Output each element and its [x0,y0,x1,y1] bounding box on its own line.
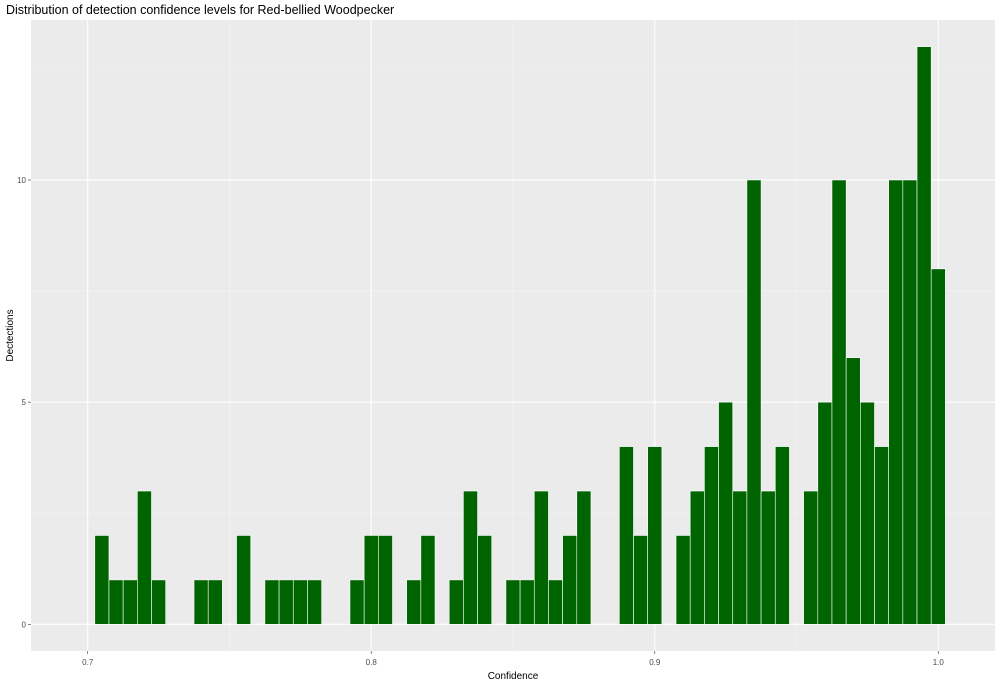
histogram-bar [406,579,422,625]
histogram-bar [193,579,209,625]
y-tick-label: 0 [22,620,27,629]
histogram-bar [463,490,478,625]
histogram-bar [519,579,535,625]
histogram-bar [760,490,776,625]
histogram-bar [817,401,833,625]
histogram-bar [647,446,663,625]
histogram-bar [477,535,493,625]
histogram-bar [860,401,875,625]
x-tick-label: 0.8 [366,658,378,667]
histogram-bar [548,579,563,625]
x-tick-label: 0.7 [82,658,94,667]
histogram-bar [349,579,365,625]
histogram-bar [689,490,705,625]
histogram-bar [292,579,308,625]
histogram-bar [420,535,436,625]
histogram-bar [278,579,294,625]
histogram-bar [930,268,946,625]
histogram-bar [378,535,393,625]
histogram-bar [619,446,634,625]
histogram-bar [533,490,549,625]
histogram-bar [505,579,521,625]
x-tick-label: 0.9 [649,658,661,667]
histogram-bar [718,401,734,625]
histogram-bar [562,535,578,625]
histogram-bar [704,446,719,625]
histogram-bar [916,46,932,625]
histogram-bar [307,579,322,625]
x-axis-title: Confidence [488,671,539,682]
histogram-bar [888,179,904,625]
y-tick-label: 10 [17,176,26,185]
histogram-bar [902,179,918,625]
x-tick-label: 1.0 [933,658,945,667]
histogram-bar [774,446,790,625]
histogram-bar [675,535,691,625]
bars-group [94,46,946,625]
chart-title: Distribution of detection confidence lev… [6,3,395,17]
histogram-bar [845,357,861,625]
histogram-bar [137,490,152,625]
histogram-bar [448,579,464,625]
y-tick-label: 5 [22,398,27,407]
histogram-bar [831,179,847,625]
histogram-bar [803,490,819,625]
histogram-bar [874,446,889,625]
y-axis-title: Dectections [5,309,16,361]
histogram-bar [633,535,648,625]
histogram-bar [94,535,110,625]
histogram-bar [732,490,748,625]
histogram-bar [151,579,166,625]
histogram-bar [236,535,252,625]
y-axis: 0 5 10 [17,176,31,629]
histogram-bar [746,179,762,625]
histogram-bar [363,535,379,625]
histogram-bar [207,579,223,625]
x-axis: 0.7 0.8 0.9 1.0 [82,651,944,667]
histogram-bar [108,579,124,625]
histogram-bar [576,490,592,625]
histogram-bar [264,579,280,625]
histogram-bar [122,579,138,625]
